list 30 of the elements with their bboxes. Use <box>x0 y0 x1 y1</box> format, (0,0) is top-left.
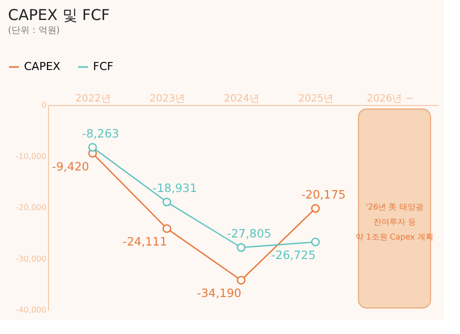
chart-title: CAPEX 및 FCF <box>8 6 110 24</box>
data-label: -8,263 <box>82 126 120 140</box>
point <box>88 142 97 152</box>
data-label: -26,725 <box>271 248 316 262</box>
band-label: '26년 美 태양광 잔여투자 등 약 1조원 Capex 계획 <box>356 202 434 242</box>
data-label: -34,190 <box>196 286 242 300</box>
point <box>236 276 246 285</box>
legend-label: CAPEX <box>24 60 61 73</box>
data-label: -24,111 <box>122 234 168 249</box>
y-tick-label: -20,000 <box>16 203 46 212</box>
point <box>162 224 172 233</box>
y-tick-label: 0 <box>41 100 46 110</box>
y-tick-label: -30,000 <box>16 254 46 264</box>
point <box>162 198 172 206</box>
x-tick-label: 2024년 <box>224 94 260 104</box>
point <box>311 238 320 246</box>
data-label: -9,420 <box>52 159 90 174</box>
legend-label: FCF <box>93 60 114 73</box>
x-tick-label: 2022년 <box>75 94 111 104</box>
x-tick-label: 2023년 <box>150 94 186 104</box>
data-label: -27,805 <box>226 226 272 240</box>
y-tick-label: -40,000 <box>16 306 46 314</box>
data-label: -18,931 <box>152 181 198 196</box>
point <box>311 204 320 213</box>
point <box>236 243 246 252</box>
chart-subtitle: (단위 : 억원) <box>8 26 60 36</box>
data-label: -20,175 <box>301 187 346 202</box>
x-tick-label: 2026년 ~ <box>366 94 414 104</box>
y-tick-label: -10,000 <box>16 152 46 161</box>
x-tick-label: 2025년 <box>298 94 334 104</box>
